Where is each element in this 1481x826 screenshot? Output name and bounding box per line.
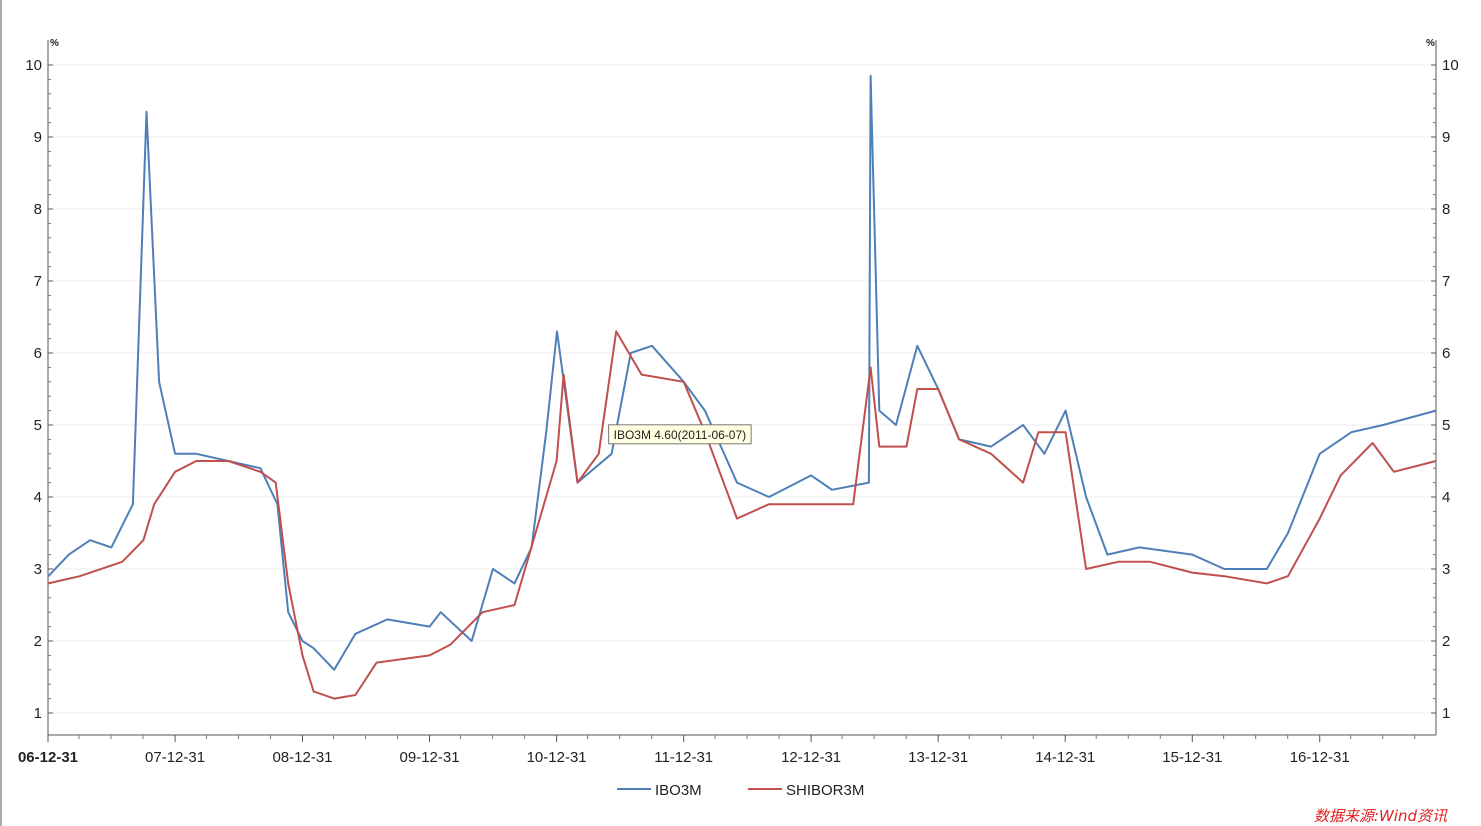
series-line-shibor3m (48, 330, 1437, 700)
y-tick-label: 7 (34, 273, 42, 290)
x-axis-ticks: 06-12-31 07-12-31 08-12-31 09-12-31 10-12-31… (18, 735, 1416, 766)
x-tick-label: 15-12-31 (1162, 749, 1222, 766)
x-tick-label: 07-12-31 (145, 749, 205, 766)
tooltip-text: IBO3M 4.60(2011-06-07) (614, 428, 747, 442)
legend-label: IBO3M (655, 782, 702, 799)
x-tick-label: 14-12-31 (1035, 749, 1095, 766)
tooltip-box (608, 424, 752, 445)
legend-label: SHIBOR3M (786, 782, 864, 799)
x-tick-label: 09-12-31 (400, 749, 460, 766)
y-tick-label: 8 (1442, 201, 1450, 218)
y-tick-label: 6 (1442, 345, 1450, 362)
y-tick-label: 9 (34, 129, 42, 146)
y-tick-label: 9 (1442, 129, 1450, 146)
series-line-ibo3m (47, 74, 1437, 671)
y-axis-right-unit: % (1426, 38, 1435, 49)
y-tick-label: 1 (34, 705, 42, 722)
y-tick-label: 10 (1442, 57, 1459, 74)
series-lines (47, 74, 1437, 700)
y-tick-label: 4 (34, 489, 42, 506)
y-tick-label: 7 (1442, 273, 1450, 290)
y-tick-label: 3 (34, 561, 42, 578)
tooltip: IBO3M 4.60(2011-06-07) (608, 424, 752, 445)
y-axis-left-ticks: 1 2 3 4 5 6 7 8 9 10 (25, 57, 53, 722)
y-tick-label: 5 (34, 417, 42, 434)
y-axis-right-ticks: 1 2 3 4 5 6 7 8 9 10 (1431, 57, 1459, 722)
y-axis-left-unit: % (50, 38, 59, 49)
y-tick-label: 2 (1442, 633, 1450, 650)
x-tick-label: 11-12-31 (654, 749, 713, 766)
y-tick-label: 4 (1442, 489, 1450, 506)
axes (0, 0, 1437, 826)
y-tick-label: 2 (34, 633, 42, 650)
x-tick-label: 16-12-31 (1290, 749, 1350, 766)
y-tick-label: 6 (34, 345, 42, 362)
x-tick-label: 08-12-31 (272, 749, 332, 766)
legend: IBO3M SHIBOR3M (617, 782, 864, 799)
x-tick-label: 06-12-31 (18, 749, 78, 766)
y-tick-label: 5 (1442, 417, 1450, 434)
x-tick-label: 13-12-31 (908, 749, 968, 766)
y-tick-label: 8 (34, 201, 42, 218)
y-tick-label: 10 (25, 57, 42, 74)
y-tick-label: 1 (1442, 705, 1450, 722)
data-source-note: 数据来源:Wind资讯 (1313, 807, 1447, 825)
x-tick-label: 10-12-31 (527, 749, 587, 766)
grid-lines (48, 64, 1436, 714)
x-tick-label: 12-12-31 (781, 749, 841, 766)
y-tick-label: 3 (1442, 561, 1450, 578)
